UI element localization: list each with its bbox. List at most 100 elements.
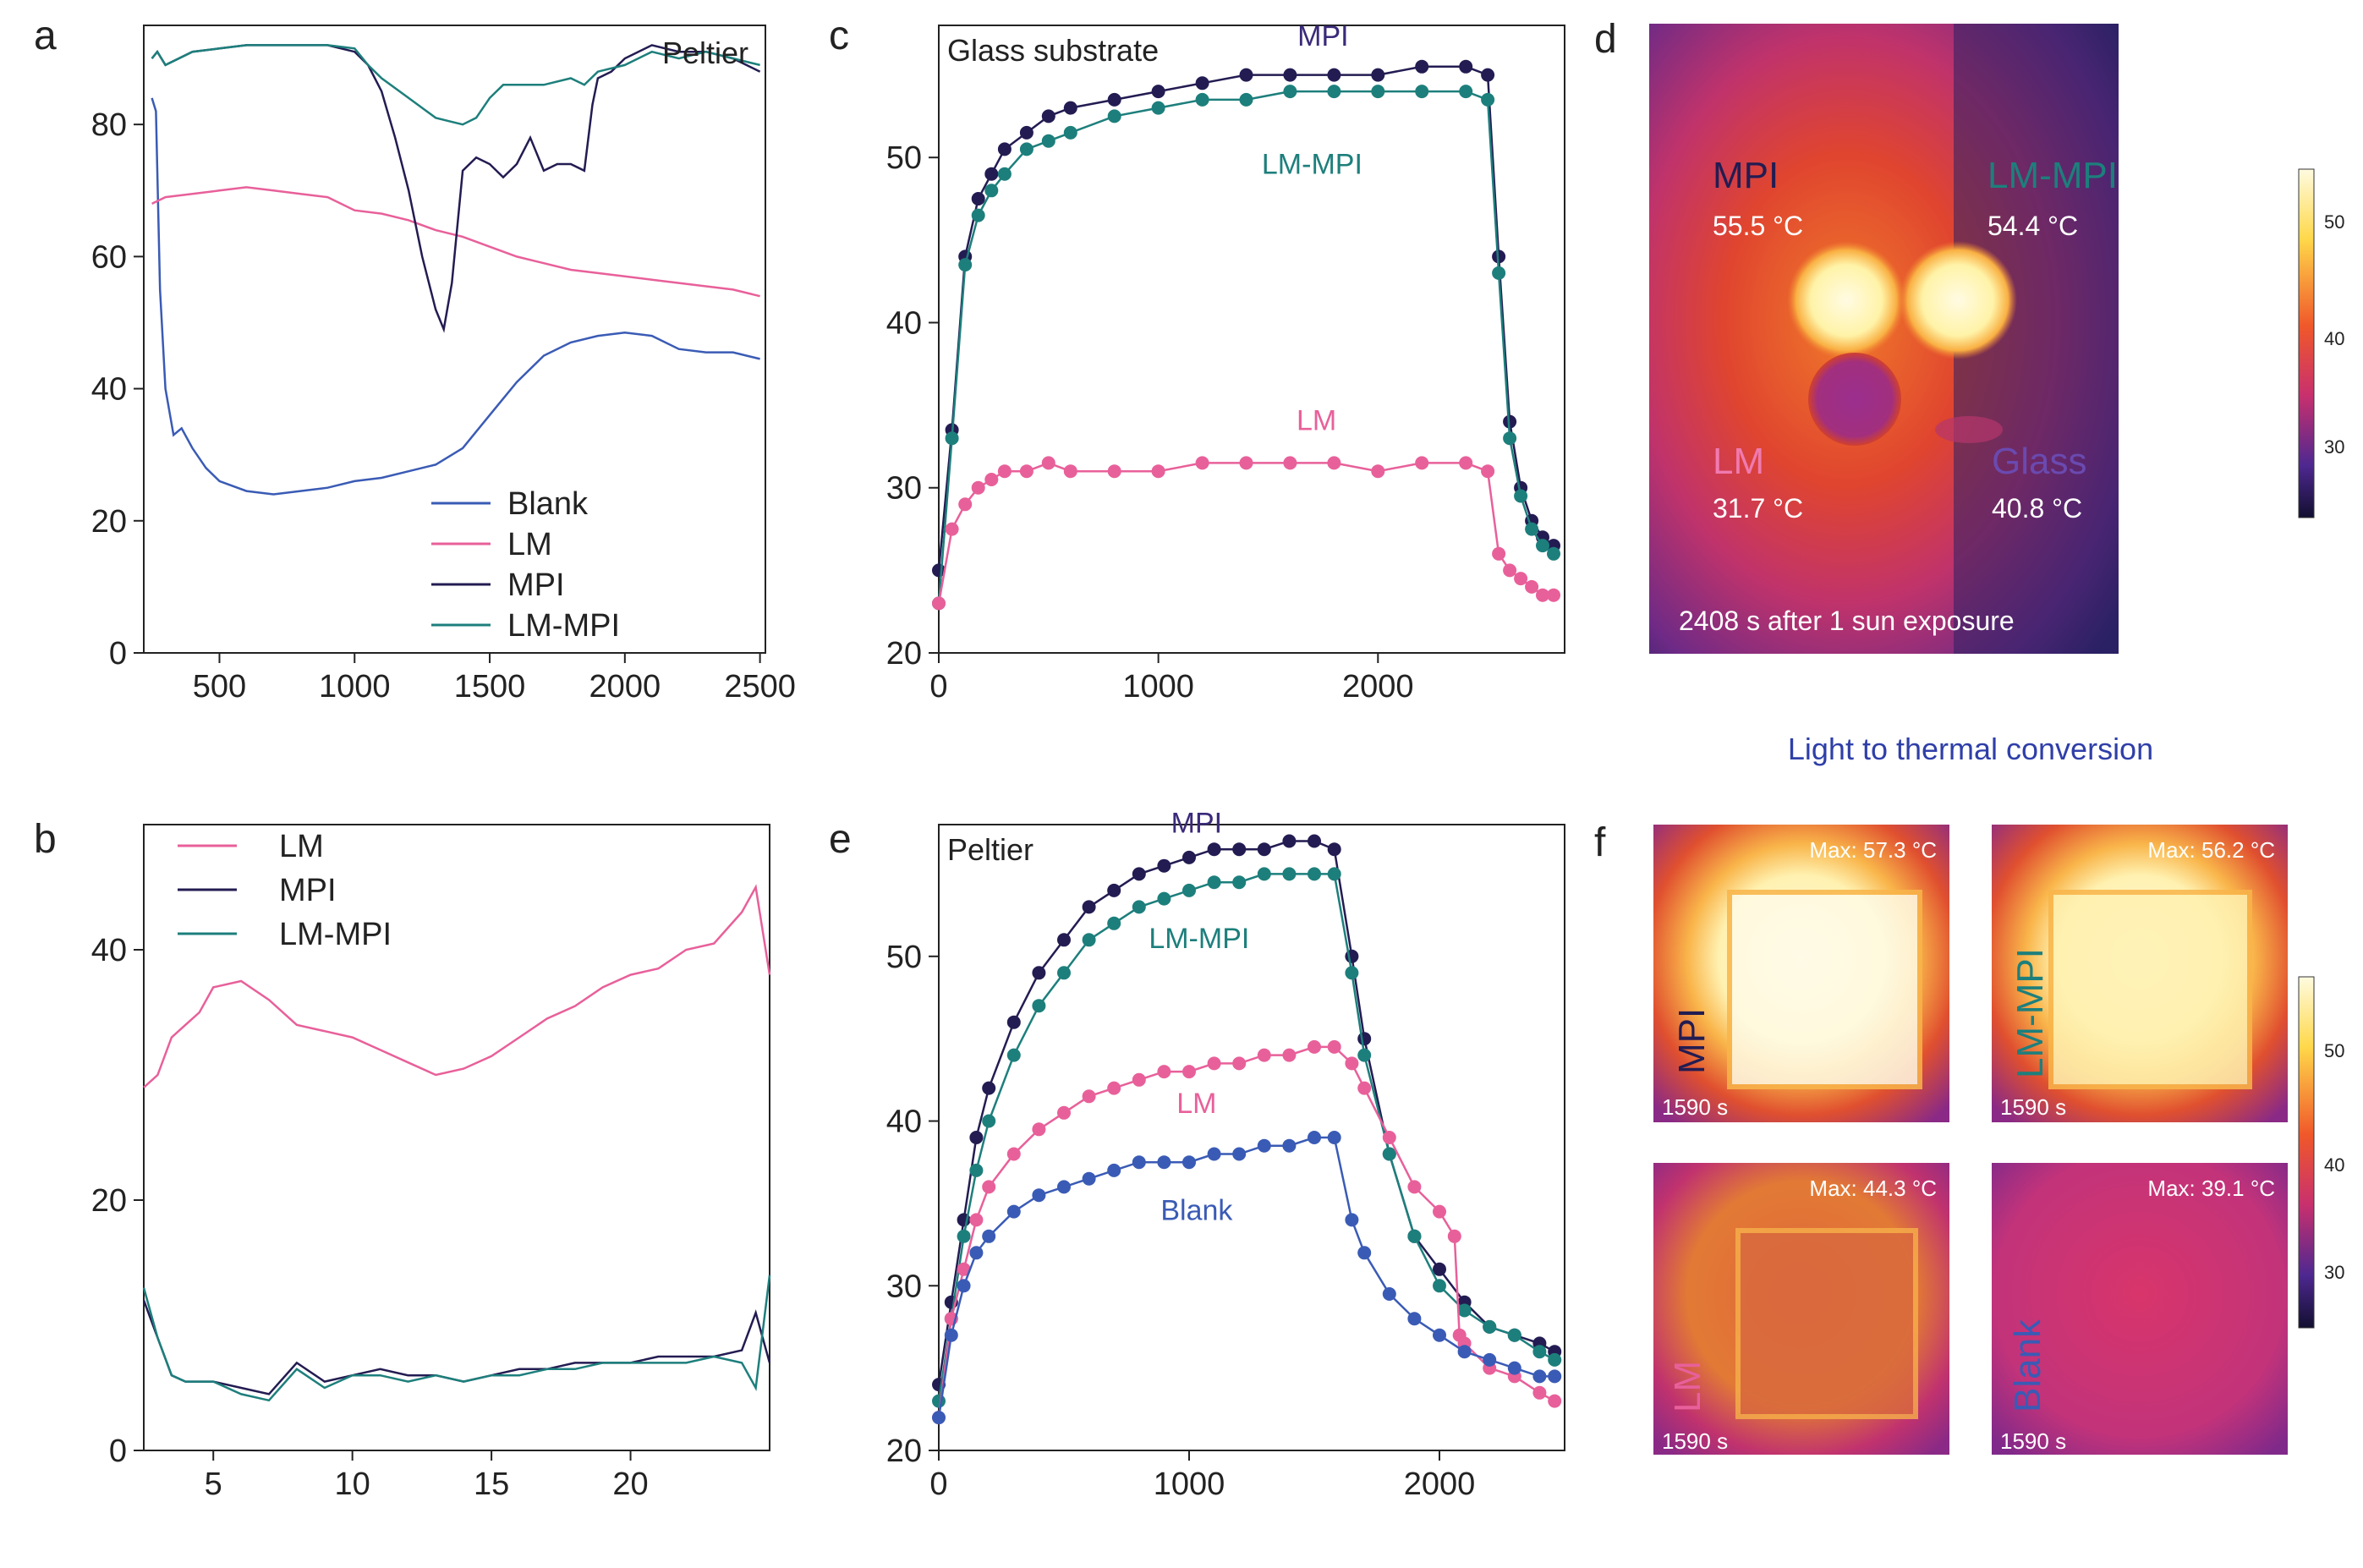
data-point-e-blank-1 [944, 1328, 958, 1342]
colorbar-f-tick-40: 40 [2324, 1154, 2344, 1176]
data-point-c-lm-1 [945, 522, 959, 536]
tile-lm-mpi-sample [2048, 890, 2252, 1089]
data-point-c-mpi-16 [1415, 59, 1429, 74]
data-point-e-blank-26 [1507, 1361, 1521, 1375]
thermal-label-lm: LM [1713, 441, 1764, 482]
data-point-e-mpi-4 [982, 1081, 996, 1095]
data-point-e-blank-19 [1345, 1213, 1359, 1227]
x-tick-label-b-3: 20 [612, 1467, 648, 1502]
thermal-value-lm-mpi: 54.4 °C [1987, 211, 2078, 241]
data-point-e-blank-3 [969, 1246, 984, 1260]
data-point-e-blank-21 [1382, 1287, 1396, 1301]
data-point-c-mpi-15 [1371, 68, 1385, 82]
data-point-e-lm-mpi-16 [1282, 867, 1297, 881]
data-point-c-lm-mpi-3 [971, 208, 985, 222]
data-point-c-lm-mpi-4 [984, 184, 999, 198]
data-point-e-mpi-13 [1207, 842, 1221, 857]
y-tick-label-c-2: 40 [886, 305, 922, 341]
data-point-c-lm-24 [1547, 588, 1560, 602]
series-label-e-mpi: MPI [1171, 808, 1222, 840]
data-point-e-lm-mpi-21 [1382, 1147, 1396, 1161]
data-point-c-lm-7 [1041, 456, 1055, 470]
colorbar-d: 50 40 30 [2298, 168, 2344, 518]
data-point-e-lm-21 [1382, 1131, 1396, 1144]
tile-lm-sample [1735, 1228, 1918, 1419]
colorbar-f-tick-30: 30 [2324, 1262, 2344, 1283]
legend-label-b-lm: LM [279, 829, 324, 864]
chart-b-reflectance: 5 10 15 20 0 20 40 LM MPI LM-MPI [91, 824, 771, 1502]
y-tick-label-e-2: 40 [886, 1105, 922, 1140]
data-point-c-lm-3 [971, 480, 985, 495]
panel-letter-e: e [829, 817, 852, 862]
series-line-a-lm-mpi [151, 44, 760, 126]
series-line-c-mpi [937, 65, 1554, 571]
data-point-e-blank-2 [957, 1279, 971, 1293]
data-point-e-mpi-12 [1182, 850, 1196, 864]
data-point-c-lm-12 [1239, 456, 1253, 470]
colorbar-d-tick-40: 40 [2324, 328, 2344, 349]
data-point-c-lm-mpi-7 [1041, 134, 1055, 148]
y-tick-label-e-3: 50 [886, 940, 922, 975]
data-point-e-lm-mpi-10 [1132, 900, 1146, 914]
legend-label-a-blank: Blank [507, 486, 589, 522]
data-point-e-lm-24 [1447, 1229, 1461, 1243]
data-point-e-lm-29 [1532, 1385, 1547, 1400]
data-point-e-lm-14 [1232, 1056, 1247, 1071]
data-point-c-lm-mpi-2 [958, 258, 973, 272]
data-point-c-lm-mpi-19 [1492, 266, 1506, 280]
panel-letter-b: b [34, 817, 57, 862]
thermal-footer: 2408 s after 1 sun exposure [1679, 606, 2015, 636]
x-tick-label-c-1: 1000 [1122, 669, 1194, 705]
data-point-e-lm-6 [1032, 1122, 1046, 1137]
thermal-label-mpi: MPI [1713, 155, 1779, 196]
tile-blank: Blank Max: 39.1 °C 1590 s [1992, 1163, 2288, 1455]
data-point-e-lm-2 [957, 1262, 971, 1276]
plot-frame-b [143, 824, 770, 1451]
data-point-c-lm-2 [958, 497, 973, 512]
data-point-e-lm-22 [1407, 1180, 1422, 1194]
series-line-b-lm [143, 884, 771, 1088]
data-point-e-lm-mpi-18 [1327, 867, 1341, 881]
series-label-c-lm-mpi: LM-MPI [1262, 149, 1362, 181]
data-point-e-lm-5 [1006, 1147, 1021, 1161]
data-point-e-blank-7 [1057, 1180, 1071, 1194]
chart-c-glass-temperature: 0 1000 2000 20 30 40 50 Glass substrate MPI LM-MP… [886, 20, 1565, 705]
y-tick-label-c-1: 30 [886, 471, 922, 507]
series-label-e-lm: LM [1176, 1088, 1216, 1120]
tile-lm-mpi: LM-MPI Max: 56.2 °C 1590 s [1992, 825, 2288, 1122]
data-point-c-lm-mpi-15 [1371, 85, 1385, 99]
data-point-e-lm-23 [1433, 1204, 1446, 1219]
data-point-e-mpi-16 [1282, 834, 1297, 848]
data-point-e-lm-mpi-17 [1308, 867, 1321, 881]
colorbar-f-tick-50: 50 [2324, 1040, 2344, 1061]
colorbar-d-bar [2298, 168, 2315, 518]
data-point-e-blank-11 [1157, 1155, 1171, 1170]
data-point-e-mpi-9 [1107, 883, 1121, 897]
tile-lm-mpi-label: LM-MPI [2009, 948, 2051, 1078]
tile-mpi-sample [1727, 890, 1922, 1089]
tile-mpi-label: MPI [1671, 1008, 1713, 1074]
panel-letter-d: d [1594, 17, 1617, 62]
panel-letter-c: c [829, 14, 849, 58]
x-tick-label-b-2: 15 [474, 1467, 509, 1502]
colorbar-f-bar [2298, 976, 2315, 1329]
data-point-c-lm-mpi-23 [1536, 539, 1549, 553]
data-point-c-lm-23 [1536, 588, 1549, 602]
data-point-e-lm-mpi-23 [1433, 1279, 1446, 1293]
tile-mpi: MPI Max: 57.3 °C 1590 s [1653, 825, 1949, 1122]
data-point-c-lm-8 [1063, 464, 1077, 479]
data-point-e-lm-mpi-2 [957, 1229, 971, 1243]
data-point-e-blank-24 [1457, 1345, 1472, 1359]
data-point-c-mpi-13 [1283, 68, 1297, 82]
data-point-e-blank-12 [1182, 1155, 1196, 1170]
y-tick-label-a-0: 0 [109, 636, 127, 672]
x-tick-label-b-1: 10 [335, 1467, 370, 1502]
data-point-c-mpi-4 [984, 167, 999, 181]
caption-light-to-thermal: Light to thermal conversion [1788, 732, 2153, 766]
y-tick-label-a-1: 20 [91, 504, 127, 540]
x-tick-label-c-0: 0 [929, 669, 947, 705]
tile-blank-time: 1590 s [2000, 1428, 2066, 1454]
data-point-e-mpi-8 [1082, 900, 1096, 914]
data-point-e-lm-mpi-12 [1182, 883, 1196, 897]
